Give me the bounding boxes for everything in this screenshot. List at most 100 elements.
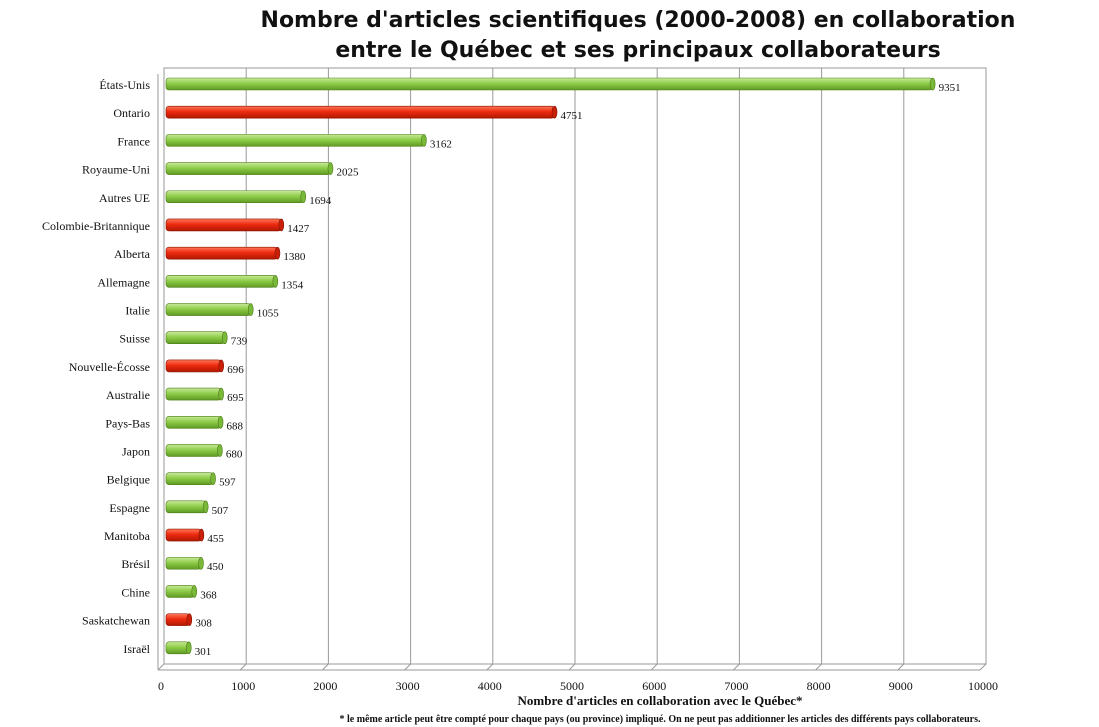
gridline-floor: [897, 663, 905, 671]
bar: [165, 359, 222, 373]
bar-cap: [551, 105, 558, 119]
category-label: Colombie-Britannique: [42, 219, 150, 233]
data-label: 1380: [283, 251, 306, 263]
x-tick-label: 6000: [642, 679, 666, 693]
footnote: * le même article peut être compté pour …: [340, 714, 981, 725]
bar-cap: [300, 190, 307, 204]
bar-cap: [221, 331, 228, 345]
bar: [165, 641, 190, 655]
bar-cap: [202, 500, 209, 514]
x-axis-ticks: 0 1000 2000 3000 4000 5000 6000 7000 8000 9000 100…: [158, 679, 998, 693]
bar-cap: [218, 387, 224, 401]
data-label: 450: [207, 561, 224, 573]
gridline-floor: [568, 663, 576, 671]
data-label: 308: [195, 618, 212, 630]
bar-cap: [198, 528, 205, 542]
x-tick-label: 1000: [231, 679, 255, 693]
gridline-floor: [979, 663, 987, 671]
data-label: 695: [227, 392, 244, 404]
gridline-floor: [733, 663, 740, 671]
bar: [165, 218, 282, 232]
bar: [165, 303, 252, 316]
bar: [165, 275, 276, 288]
data-label: 4751: [561, 110, 583, 122]
bar: [165, 500, 206, 514]
category-label: Saskatchewan: [82, 614, 150, 628]
data-label: 1427: [287, 223, 310, 235]
category-label: Japon: [122, 444, 150, 458]
category-label: États-Unis: [99, 78, 150, 92]
bar-cap: [929, 77, 936, 91]
x-tick-label: 8000: [807, 679, 831, 693]
bar: [165, 528, 202, 542]
gridline-floor: [815, 663, 822, 671]
bar-cap: [421, 134, 427, 147]
category-label: France: [117, 134, 150, 148]
category-label: Pays-Bas: [105, 416, 150, 430]
bar: [165, 246, 278, 260]
chart-title-line-2: entre le Québec et ses principaux collab…: [335, 38, 940, 63]
bar-cap: [327, 162, 334, 175]
bar: [165, 585, 195, 598]
category-label: Brésil: [121, 557, 150, 571]
data-label: 9351: [939, 82, 961, 94]
data-label: 455: [207, 533, 224, 545]
bar: [165, 190, 304, 204]
category-label: Royaume-Uni: [82, 163, 151, 177]
data-label: 680: [226, 448, 243, 460]
data-label: 507: [212, 505, 229, 517]
category-label: Belgique: [107, 473, 150, 487]
bar-cap: [247, 303, 254, 316]
x-tick-label: 0: [158, 679, 164, 693]
data-label: 1694: [309, 195, 332, 207]
category-label: Italie: [125, 304, 150, 318]
gridline-floor: [157, 663, 165, 671]
gridlines: [157, 67, 987, 671]
bar: [165, 556, 202, 570]
data-label: 368: [200, 589, 217, 601]
data-label: 688: [227, 420, 244, 432]
bar: [165, 415, 221, 429]
bar-cap: [272, 275, 279, 288]
category-label: Chine: [121, 585, 150, 599]
gridline-floor: [322, 663, 329, 671]
bar: [165, 105, 555, 119]
bar-cap: [186, 613, 193, 626]
category-label: Alberta: [114, 247, 151, 261]
category-label: Manitoba: [104, 529, 151, 543]
x-tick-label: 5000: [560, 679, 584, 693]
gridline-floor: [486, 663, 494, 671]
category-label: Australie: [106, 388, 150, 402]
x-tick-label: 2000: [313, 679, 337, 693]
category-label: Suisse: [119, 332, 150, 346]
bar: [165, 613, 190, 626]
bar-cap: [218, 359, 225, 373]
bar-cap: [210, 472, 216, 485]
value-labels: 9351 4751 3162 2025 1694 1427 1380 1354 1055 739 6…: [195, 82, 961, 658]
x-tick-label: 10000: [968, 679, 998, 693]
data-label: 3162: [430, 138, 452, 150]
data-label: 597: [219, 477, 236, 489]
bar: [165, 331, 226, 345]
bar-cap: [198, 556, 204, 570]
x-tick-label: 9000: [889, 679, 913, 693]
bar-cap: [217, 444, 223, 457]
x-tick-label: 7000: [724, 679, 748, 693]
bar: [165, 387, 222, 401]
chart-title-line-1: Nombre d'articles scientifiques (2000-20…: [261, 8, 1016, 33]
category-label: Allemagne: [97, 275, 150, 289]
category-label: Israël: [123, 642, 150, 656]
x-axis-label: Nombre d'articles en collaboration avec …: [518, 693, 803, 708]
bar-cap: [217, 415, 224, 429]
data-label: 1055: [257, 308, 280, 320]
data-label: 301: [195, 646, 212, 658]
category-label: Autres UE: [99, 191, 150, 205]
data-label: 2025: [336, 167, 359, 179]
bar: [165, 134, 425, 147]
gridline-floor: [239, 663, 247, 671]
bar-cap: [191, 585, 198, 598]
gridline-floor: [404, 663, 411, 671]
bar-cap: [274, 246, 281, 260]
category-labels: États-Unis Ontario France Royaume-Uni Autres…: [42, 78, 151, 656]
